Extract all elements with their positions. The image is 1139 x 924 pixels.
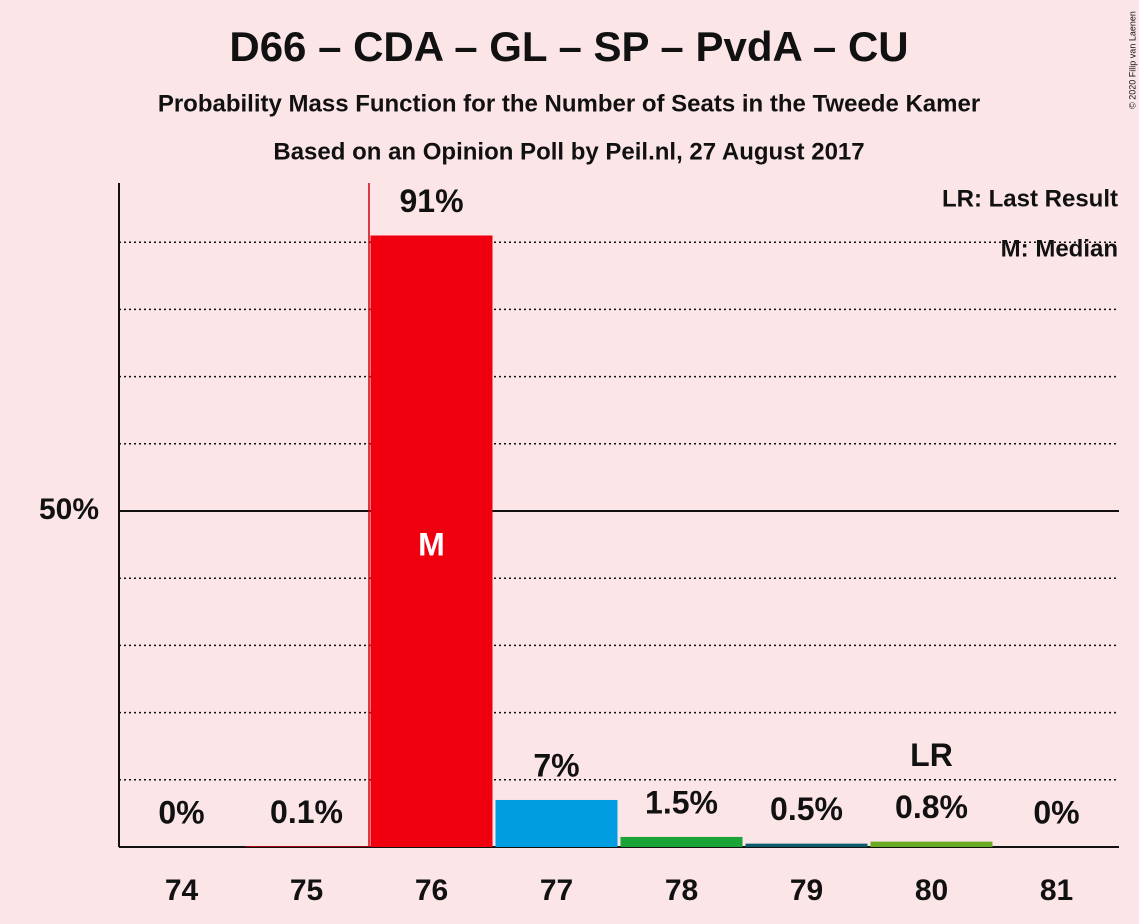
- x-tick-label: 76: [415, 874, 448, 907]
- bar: [745, 843, 868, 847]
- value-label: 1.5%: [645, 784, 718, 820]
- chart-title: D66 – CDA – GL – SP – PvdA – CU: [229, 23, 908, 70]
- value-label: 91%: [399, 183, 463, 219]
- legend-entry: M: Median: [1001, 235, 1118, 262]
- median-marker: M: [418, 526, 445, 562]
- last-result-marker: LR: [910, 737, 953, 773]
- bar: [370, 235, 493, 848]
- x-tick-label: 81: [1040, 874, 1073, 907]
- chart-subtitle: Probability Mass Function for the Number…: [158, 90, 980, 117]
- x-tick-label: 74: [165, 874, 199, 907]
- x-tick-label: 79: [790, 874, 823, 907]
- x-tick-label: 77: [540, 874, 573, 907]
- bar: [870, 841, 993, 847]
- x-tick-label: 80: [915, 874, 948, 907]
- legend-entry: LR: Last Result: [942, 185, 1118, 212]
- y-tick-label: 50%: [39, 493, 99, 526]
- bar: [620, 836, 743, 847]
- value-label: 0.5%: [770, 791, 843, 827]
- x-tick-label: 75: [290, 874, 323, 907]
- value-label: 7%: [533, 747, 579, 783]
- value-label: 0.1%: [270, 794, 343, 830]
- chart-source: Based on an Opinion Poll by Peil.nl, 27 …: [273, 138, 864, 165]
- value-label: 0.8%: [895, 789, 968, 825]
- value-label: 0%: [1033, 794, 1079, 830]
- bar: [245, 846, 368, 847]
- bar: [495, 799, 618, 847]
- value-label: 0%: [158, 794, 204, 830]
- x-tick-label: 78: [665, 874, 698, 907]
- copyright: © 2020 Filip van Laenen: [1127, 11, 1137, 109]
